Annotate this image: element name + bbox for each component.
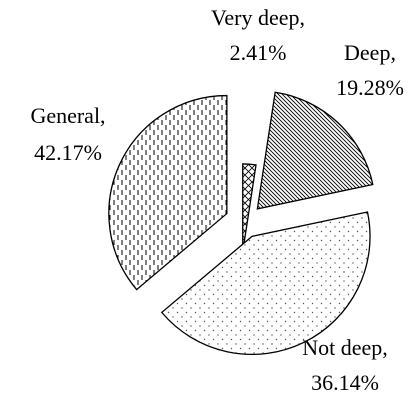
slice-label: Not deep, (302, 335, 388, 360)
value-label: 19.28% (336, 75, 404, 100)
slice-label: General, (30, 103, 105, 128)
pie-slice (242, 163, 257, 253)
pie-slice (108, 94, 228, 291)
value-label: 42.17% (34, 140, 102, 165)
value-label: 36.14% (311, 370, 379, 395)
slice-label: Deep, (344, 40, 396, 65)
slice-label: Very deep, (211, 5, 305, 30)
pie-slice (256, 91, 374, 210)
pie-slice (160, 211, 371, 355)
value-label: 2.41% (230, 40, 287, 65)
